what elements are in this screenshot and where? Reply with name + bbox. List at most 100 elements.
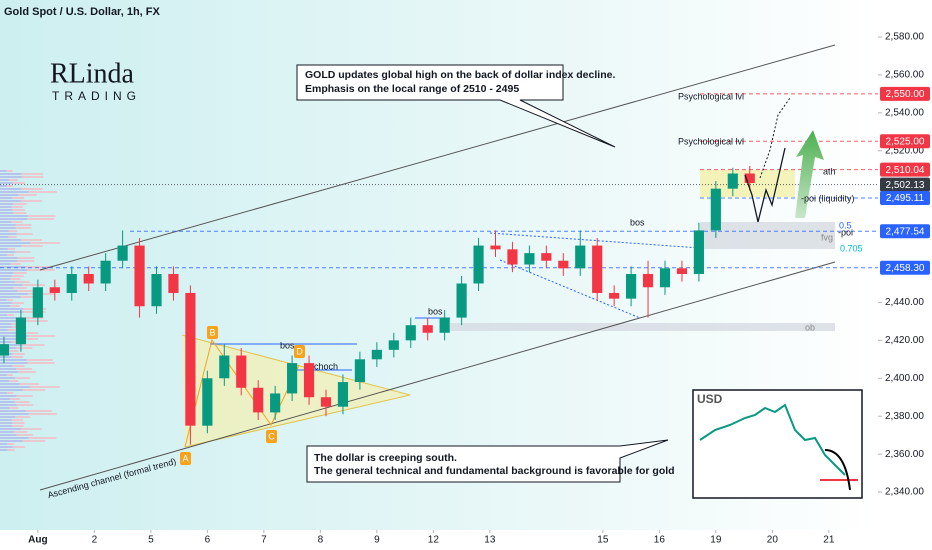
candle-body — [202, 378, 213, 426]
volume-profile-bar — [0, 443, 8, 445]
volume-profile-bar — [0, 182, 13, 184]
volume-profile-bar — [0, 446, 13, 448]
bullish-arrow — [795, 130, 824, 218]
volume-profile-bar — [0, 185, 7, 187]
candle-body — [558, 260, 569, 269]
candle-body — [422, 325, 433, 333]
volume-profile-bar — [0, 170, 7, 172]
volume-profile-bar — [0, 215, 28, 217]
point-label: A — [182, 453, 188, 463]
level-label: Psychological lvl — [678, 136, 744, 146]
label: ath — [823, 166, 836, 176]
price-label-box — [880, 190, 930, 205]
wedge-line — [499, 259, 641, 319]
volume-profile-bar — [0, 254, 8, 256]
volume-profile-bar — [0, 392, 7, 394]
candle-body — [66, 274, 77, 293]
inset-title: USD — [697, 392, 723, 406]
candle-body — [15, 317, 26, 345]
price-label-box — [880, 86, 930, 101]
candle-body — [490, 245, 501, 250]
candle-body — [134, 245, 145, 307]
y-tick-label: 2,360.00 — [885, 449, 924, 460]
volume-profile-bar — [0, 194, 19, 196]
candle-body — [151, 274, 162, 307]
label: bos — [280, 340, 295, 350]
point-marker: D — [294, 345, 305, 358]
candle-body — [354, 359, 365, 383]
x-tick-label: 6 — [205, 535, 211, 546]
volume-profile-bar — [0, 206, 12, 208]
volume-profile-bar — [0, 422, 13, 424]
y-tick-label: 2,520.00 — [885, 145, 924, 156]
note-line: The general technical and fundamental ba… — [314, 465, 675, 477]
x-tick-label: 7 — [261, 535, 267, 546]
volume-profile-bar — [0, 329, 8, 331]
price-label: 2,502.13 — [886, 180, 925, 191]
label: bos — [428, 306, 443, 316]
ob-zone — [450, 323, 835, 331]
x-tick-label: 12 — [428, 535, 440, 546]
point-marker: B — [207, 326, 218, 339]
candle-body — [100, 260, 111, 284]
candle-body — [287, 363, 298, 394]
volume-profile-bar — [0, 275, 12, 277]
x-tick-label: 21 — [823, 535, 835, 546]
logo-text: RLinda — [50, 58, 135, 89]
volume-profile-bar — [0, 317, 22, 319]
price-levels — [0, 93, 878, 269]
price-label-box — [880, 177, 930, 192]
volume-profile-bar — [0, 359, 27, 361]
volume-profile-bar — [0, 341, 12, 343]
point-label: B — [209, 327, 215, 337]
volume-profile-bar — [0, 224, 16, 226]
volume-profile-bar — [0, 449, 15, 451]
volume-profile-bar — [0, 281, 15, 283]
candle-body — [439, 317, 450, 333]
volume-profile-bar — [0, 269, 28, 271]
y-tick-label: 2,560.00 — [885, 70, 924, 81]
volume-profile-bar — [0, 242, 30, 244]
x-tick-label: Aug — [28, 535, 47, 546]
candle-body — [303, 363, 315, 398]
price-label: 2,495.11 — [886, 193, 925, 204]
point-marker: A — [180, 452, 191, 465]
candle-body — [575, 245, 586, 269]
chart-title: Gold Spot / U.S. Dollar, 1h, FX — [4, 6, 161, 18]
candle-body — [388, 340, 399, 350]
candle-body — [456, 283, 467, 318]
volume-profile-bar — [0, 437, 29, 439]
label: -poi — [838, 227, 853, 237]
volume-profile-bar — [0, 302, 12, 304]
volume-profile-bar — [0, 251, 16, 253]
volume-profile-bar — [0, 389, 23, 391]
x-axis-panel — [0, 530, 878, 550]
volume-profile-bar — [0, 233, 17, 235]
volume-profile-bar — [0, 401, 15, 403]
triangle-outline — [181, 334, 411, 448]
fvg-zone — [700, 222, 835, 249]
note-line: The dollar is creeping south. — [314, 452, 457, 464]
volume-profile-bar — [0, 287, 14, 289]
volume-profile-bar — [0, 236, 9, 238]
label: bos — [630, 217, 645, 227]
y-tick-label: 2,420.00 — [885, 335, 924, 346]
price-label: 2,477.54 — [886, 226, 925, 237]
candle-body — [642, 274, 654, 288]
volume-profile-bar — [0, 416, 16, 418]
volume-profile-bar — [0, 176, 22, 178]
inset-arrow — [824, 449, 851, 491]
volume-profile-bar — [0, 293, 28, 295]
candle-body — [592, 245, 603, 293]
volume-profile-bar — [0, 407, 10, 409]
volume-profile-bar — [0, 365, 13, 367]
label: ob — [805, 322, 815, 332]
volume-profile-bar — [0, 332, 20, 334]
level-label: Psychological lvl — [678, 91, 744, 101]
candle-body — [710, 188, 721, 231]
y-tick-label: 2,580.00 — [885, 32, 924, 43]
volume-profile-bar — [0, 431, 14, 433]
volume-profile-bar — [0, 380, 10, 382]
volume-profile-bar — [0, 377, 15, 379]
volume-profile-bar — [0, 245, 22, 247]
